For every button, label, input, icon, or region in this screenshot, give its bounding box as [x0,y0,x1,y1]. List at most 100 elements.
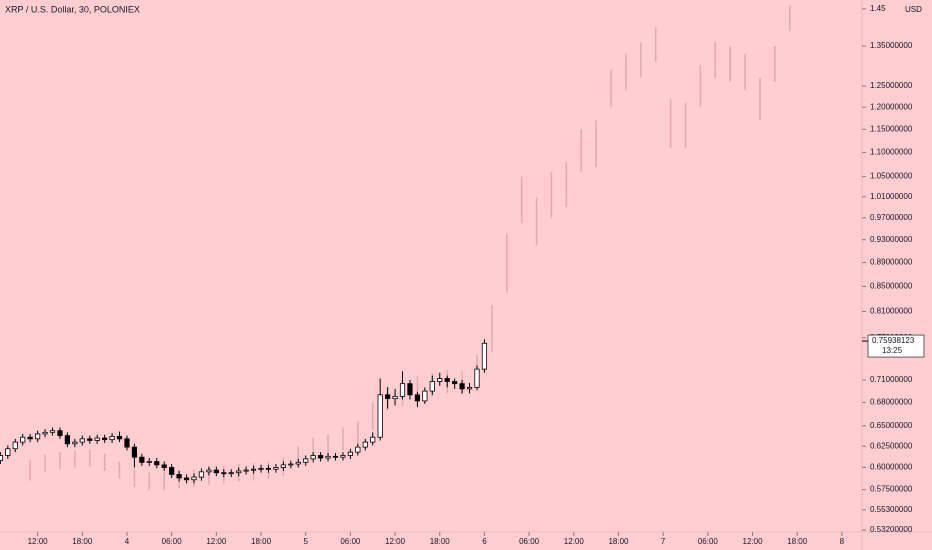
candle-body [437,378,443,382]
chart-title: XRP / U.S. Dollar, 30, POLONIEX [5,4,140,14]
candle-body [474,368,480,388]
candle-body [310,455,316,460]
y-tick-label: 0.85000000 [870,282,913,291]
candle-body [444,378,450,382]
candle-body [161,464,167,468]
candle-body [332,455,339,458]
candle-body [57,430,63,436]
candle-body [265,467,272,470]
y-tick-label: 0.60000000 [870,463,913,472]
y-tick-label: 0.93000000 [870,235,913,244]
x-tick-label: 06:00 [340,537,361,546]
candle-body [243,469,249,472]
y-tick-label: 1.05000000 [870,172,913,181]
y-tick-label: 1.25000000 [870,81,913,90]
candle-body [377,394,383,438]
candle-body [94,437,100,441]
candle-body [392,395,398,400]
candle-body [347,451,353,456]
candle-body [273,467,279,470]
candle-body [146,461,152,463]
candle-body [340,455,346,458]
candle-body [355,446,361,453]
x-tick-label: 8 [840,537,845,546]
x-tick-label: 06:00 [162,537,183,546]
candle-body [362,441,368,448]
y-tick-label: 0.89000000 [870,258,913,267]
x-tick-label: 12:00 [206,537,227,546]
candle-body [79,438,85,443]
y-tick-label: 0.53200000 [870,525,913,534]
x-tick-label: 7 [661,537,666,546]
y-tick-label: 1.10000000 [870,148,913,157]
candle-body [414,394,421,402]
x-tick-label: 18:00 [608,537,629,546]
candle-body [42,431,48,435]
candle-body [0,455,3,462]
candle-body [295,461,301,465]
candle-body [407,383,413,396]
y-tick-label: 1.20000000 [870,102,913,111]
candle-body [102,437,108,441]
candle-body [236,470,242,474]
candle-body [452,381,458,385]
y-tick-label: 0.68000000 [870,398,913,407]
candle-body [280,464,286,468]
candle-body [183,477,190,481]
x-tick-label: 06:00 [519,537,540,546]
candle-body [288,463,294,466]
candle-body [139,456,145,463]
y-tick-label: 0.55300000 [870,505,913,514]
candle-body [429,381,435,392]
x-tick-label: 4 [125,537,130,546]
candle-body [198,471,205,478]
y-tick-label: 0.97000000 [870,213,913,222]
candle-body [258,467,264,470]
candle-body [191,476,197,481]
current-price-label: 0.75938123 [872,336,915,345]
y-tick-label: 1.45 [870,4,886,13]
x-tick-label: 12:00 [385,537,406,546]
y-tick-label: 1.15000000 [870,124,913,133]
candle-body [49,430,56,433]
candle-body [169,467,175,475]
candle-body [481,342,488,370]
x-tick-label: 06:00 [698,537,719,546]
x-tick-label: 18:00 [251,537,272,546]
candle-body [124,438,130,448]
candle-body [317,455,324,459]
candle-body [35,433,41,440]
candle-body [385,394,391,400]
candle-body [109,435,115,441]
candle-body [250,468,257,471]
candle-body [12,441,18,450]
candle-body [399,383,406,397]
candle-body [116,435,123,440]
candle-body [20,436,26,443]
y-tick-label: 1.35000000 [870,41,913,50]
y-tick-label: 0.65000000 [870,421,913,430]
candle-body [466,386,473,390]
countdown-label: 13:25 [882,346,903,355]
x-tick-label: 12:00 [743,537,764,546]
x-tick-label: 12:00 [564,537,585,546]
y-tick-label: 0.62500000 [870,441,913,450]
price-label-box [867,334,925,358]
y-tick-label: 0.71000000 [870,375,913,384]
x-tick-label: 18:00 [72,537,93,546]
candle-body [325,455,331,459]
candle-body [459,383,465,390]
candle-body [131,446,138,458]
x-tick-label: 18:00 [430,537,451,546]
x-tick-label: 12:00 [28,537,49,546]
candle-body [5,448,11,456]
candle-body [72,441,78,445]
candle-body [206,469,212,473]
candle-body [64,435,70,445]
candle-body [213,469,219,474]
candle-body [27,436,33,440]
candle-body [228,472,234,475]
candle-body [221,472,227,475]
candle-body [422,390,428,402]
